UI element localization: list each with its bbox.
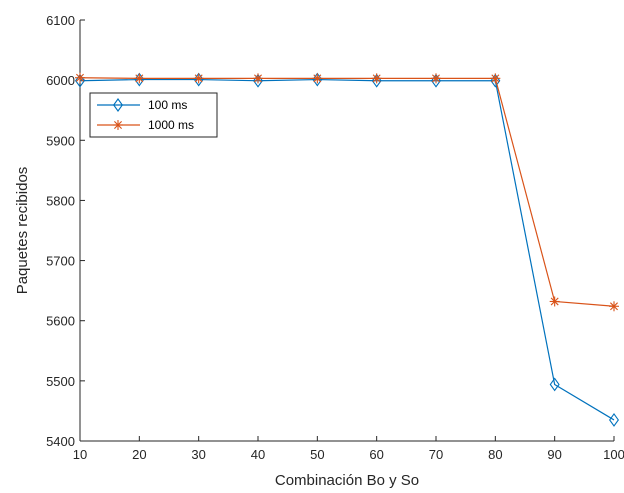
data-point [134, 72, 145, 87]
asterisk-stroke [254, 74, 262, 83]
y-tick-label: 5500 [46, 374, 75, 389]
x-axis-title: Combinación Bo y So [275, 472, 419, 489]
asterisk-stroke [194, 74, 203, 83]
y-tick-label: 5400 [46, 434, 75, 449]
x-tick-label: 80 [488, 447, 502, 462]
data-point [75, 73, 85, 88]
data-point [75, 72, 85, 83]
y-tick-label: 6100 [46, 13, 75, 28]
data-point [549, 296, 560, 307]
legend-label: 1000 ms [148, 118, 194, 132]
data-point [312, 73, 323, 84]
data-point [253, 73, 263, 84]
legend-marker [113, 120, 123, 130]
ticks: 10 20 30 40 50 60 70 80 90 100 5400 5500 5600 5700 580… [46, 13, 624, 462]
data-point [431, 73, 441, 84]
asterisk-stroke [491, 74, 500, 83]
y-axis-title: Paquetes recibidos [14, 167, 31, 295]
asterisk-stroke [114, 121, 122, 129]
asterisk-stroke [76, 73, 84, 82]
x-tick-label: 100 [603, 447, 624, 462]
asterisk-stroke [313, 74, 322, 83]
data-point [193, 72, 204, 87]
y-tick-label: 5600 [46, 314, 75, 329]
series-line [79, 78, 615, 421]
data-point [134, 73, 145, 84]
legend-box [89, 92, 218, 138]
asterisk-stroke [610, 302, 618, 311]
y-tick-label: 5800 [46, 193, 75, 208]
data-point [609, 413, 619, 427]
legend-entry: 1000 ms [97, 118, 194, 132]
legend-label: 100 ms [148, 98, 187, 112]
data-point [312, 72, 323, 87]
axes [79, 20, 614, 442]
data-point [371, 73, 382, 84]
data-point [609, 301, 619, 312]
legend-marker [113, 98, 123, 112]
asterisk-stroke [550, 297, 559, 306]
x-tick-label: 90 [547, 447, 561, 462]
series-1 [75, 72, 619, 312]
y-tick-label: 6000 [46, 73, 75, 88]
data-point [549, 377, 560, 392]
x-tick-label: 10 [73, 447, 87, 462]
y-tick-label: 5700 [46, 254, 75, 269]
y-tick-label: 5900 [46, 133, 75, 148]
x-tick-label: 30 [191, 447, 205, 462]
data-point [193, 73, 204, 84]
x-tick-label: 40 [251, 447, 265, 462]
x-tick-label: 60 [369, 447, 383, 462]
legend: 100 ms 1000 ms [89, 92, 218, 138]
asterisk-stroke [135, 74, 144, 83]
series-line [79, 77, 615, 307]
legend-entry: 100 ms [97, 98, 187, 112]
data-point [490, 73, 501, 84]
x-tick-label: 50 [310, 447, 324, 462]
x-tick-label: 70 [429, 447, 443, 462]
asterisk-stroke [372, 74, 381, 83]
x-tick-label: 20 [132, 447, 146, 462]
asterisk-stroke [432, 74, 440, 83]
series [75, 72, 619, 427]
